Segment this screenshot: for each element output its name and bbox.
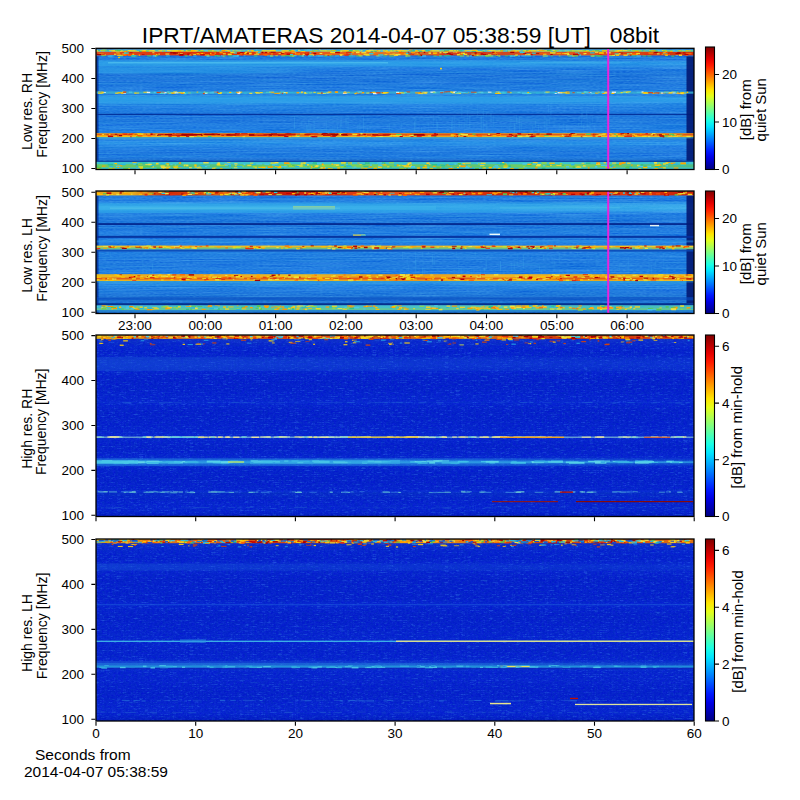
svg-text:0: 0 [722, 714, 730, 729]
svg-text:100: 100 [61, 508, 84, 523]
svg-text:500: 500 [61, 185, 84, 200]
svg-text:0: 0 [722, 306, 730, 321]
svg-text:03:00: 03:00 [399, 318, 433, 333]
svg-text:500: 500 [61, 41, 84, 56]
svg-text:400: 400 [61, 71, 84, 86]
svg-text:200: 200 [61, 275, 84, 290]
svg-text:IPRT/AMATERAS 2014-04-07 05:38: IPRT/AMATERAS 2014-04-07 05:38:59 [UT] 0… [142, 22, 660, 48]
svg-text:60: 60 [687, 726, 702, 741]
svg-text:2014-04-07 05:38:59: 2014-04-07 05:38:59 [24, 763, 168, 780]
svg-text:300: 300 [61, 101, 84, 116]
svg-text:02:00: 02:00 [329, 318, 363, 333]
svg-text:500: 500 [61, 328, 84, 343]
svg-text:400: 400 [61, 215, 84, 230]
svg-text:200: 200 [61, 667, 84, 682]
svg-text:0: 0 [722, 162, 730, 177]
svg-text:300: 300 [61, 418, 84, 433]
svg-text:20: 20 [722, 67, 737, 82]
svg-text:20: 20 [722, 211, 737, 226]
svg-text:Seconds from: Seconds from [35, 746, 131, 763]
svg-text:200: 200 [61, 131, 84, 146]
svg-text:100: 100 [61, 161, 84, 176]
svg-text:6: 6 [722, 339, 730, 354]
svg-text:500: 500 [61, 532, 84, 547]
svg-text:[dB] from min-hold: [dB] from min-hold [728, 366, 745, 489]
svg-text:30: 30 [388, 726, 403, 741]
svg-text:40: 40 [487, 726, 502, 741]
svg-text:Frequency [MHz]: Frequency [MHz] [34, 573, 50, 680]
svg-text:300: 300 [61, 622, 84, 637]
svg-text:quiet Sun: quiet Sun [752, 78, 769, 141]
svg-text:04:00: 04:00 [470, 318, 504, 333]
svg-text:10: 10 [722, 115, 737, 130]
svg-text:01:00: 01:00 [259, 318, 293, 333]
svg-text:10: 10 [722, 259, 737, 274]
svg-text:Frequency [MHz]: Frequency [MHz] [34, 369, 50, 476]
svg-text:200: 200 [61, 463, 84, 478]
svg-text:0: 0 [722, 509, 730, 524]
svg-text:[dB] from min-hold: [dB] from min-hold [729, 570, 746, 693]
svg-text:Frequency [MHz]: Frequency [MHz] [34, 51, 50, 158]
svg-text:0: 0 [92, 726, 100, 741]
svg-text:quiet Sun: quiet Sun [752, 222, 769, 285]
svg-text:50: 50 [587, 726, 602, 741]
svg-text:20: 20 [288, 726, 303, 741]
svg-text:06:00: 06:00 [610, 318, 644, 333]
svg-text:400: 400 [61, 577, 84, 592]
svg-text:00:00: 00:00 [188, 318, 222, 333]
svg-text:100: 100 [61, 305, 84, 320]
svg-text:400: 400 [61, 373, 84, 388]
svg-text:05:00: 05:00 [540, 318, 574, 333]
svg-text:10: 10 [188, 726, 203, 741]
svg-text:300: 300 [61, 245, 84, 260]
svg-text:6: 6 [722, 543, 730, 558]
svg-text:100: 100 [61, 712, 84, 727]
svg-text:23:00: 23:00 [118, 318, 152, 333]
svg-text:Frequency [MHz]: Frequency [MHz] [34, 195, 50, 302]
